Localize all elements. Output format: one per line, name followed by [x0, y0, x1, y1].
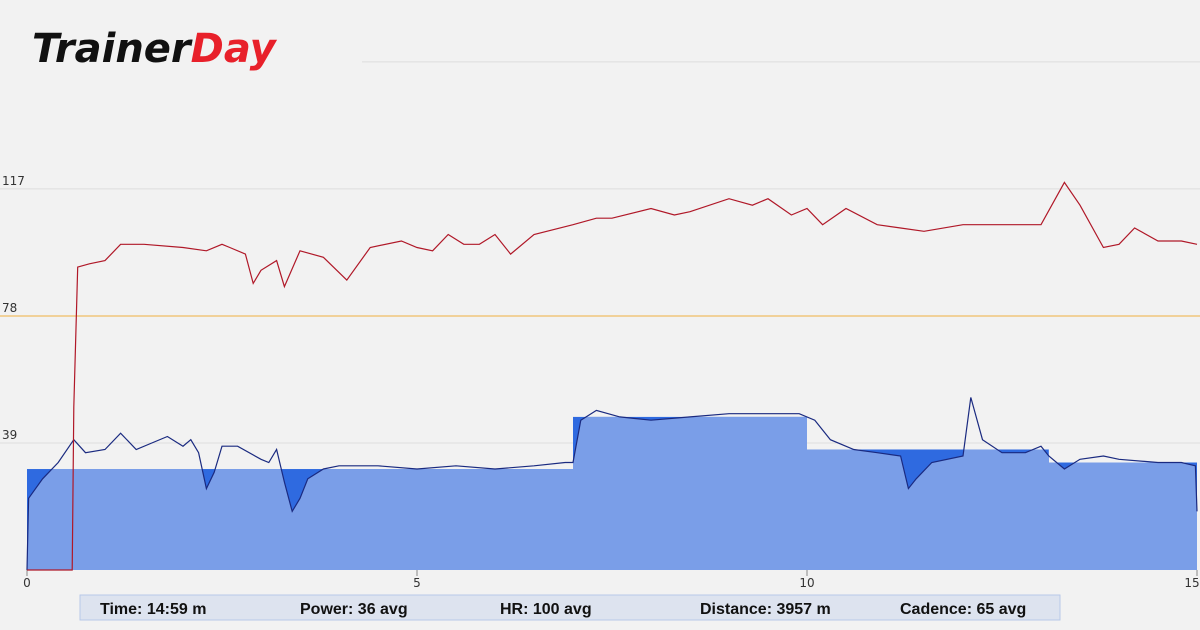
stat: Cadence: 65 avg — [900, 601, 1026, 618]
power-line — [26, 397, 1198, 571]
y-tick-label: 78 — [2, 301, 17, 315]
stat: Distance: 3957 m — [700, 601, 831, 618]
stat: HR: 100 avg — [500, 601, 592, 618]
logo: TrainerDay — [32, 26, 278, 72]
power-area — [27, 416, 1197, 570]
x-tick-label: 10 — [799, 576, 814, 590]
x-tick-label: 5 — [413, 576, 421, 590]
marks — [0, 181, 1200, 571]
logo-backdrop — [0, 0, 362, 68]
y-tick-label: 39 — [2, 428, 17, 442]
logo-part: Day — [191, 26, 278, 72]
y-tick-label: 117 — [2, 174, 25, 188]
x-tick-label: 0 — [23, 576, 31, 590]
x-tick-label: 15 — [1184, 576, 1199, 590]
stat: Time: 14:59 m — [100, 601, 206, 618]
logo-part: Trainer — [32, 26, 193, 72]
stats: Time: 14:59 m Power: 36 avg HR: 100 avg Dis… — [100, 601, 1026, 618]
heart-rate-line — [27, 181, 1198, 571]
stat: Power: 36 avg — [300, 601, 408, 618]
stats-bar — [79, 594, 1061, 621]
